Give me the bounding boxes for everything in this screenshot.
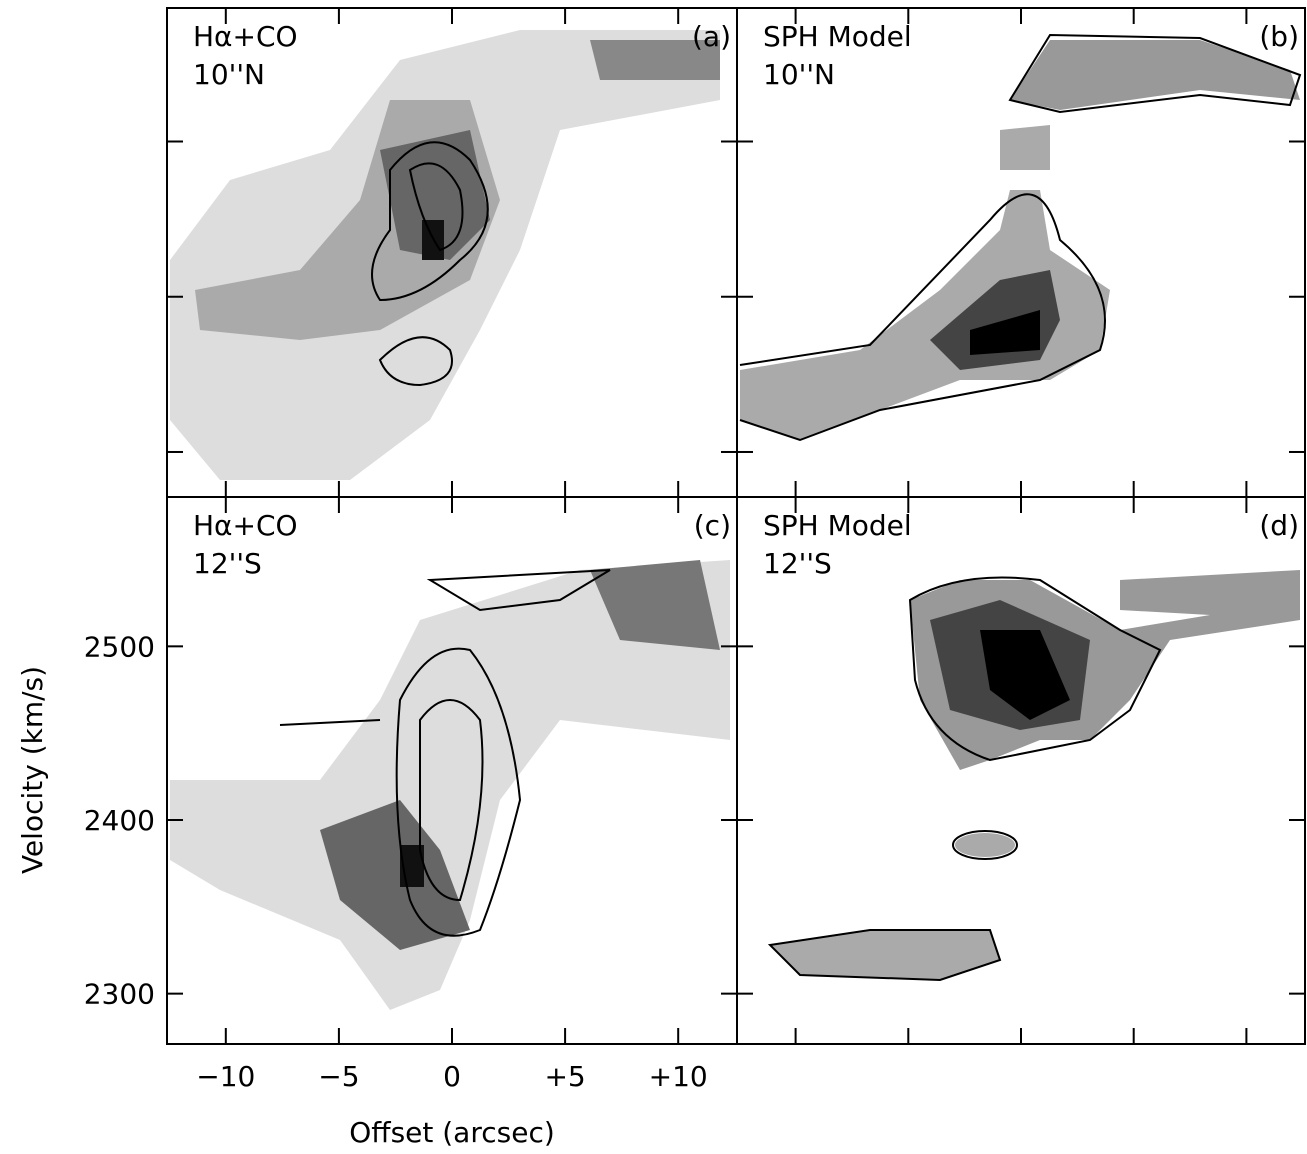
panel-c-image [170,560,730,1010]
panel-subtitle: 12''S [763,547,832,580]
panel-title: SPH Model [763,20,912,53]
panel-label: (c) [694,509,731,542]
panel-a-image [170,30,720,480]
panel-title: SPH Model [763,509,912,542]
panel-d-image [767,570,1300,982]
panel-b-image [739,33,1302,442]
panel-label: (a) [692,20,731,53]
panel-title: Hα+CO [193,509,298,542]
x-tick-label: +10 [649,1060,708,1093]
panel-label: (d) [1259,509,1299,542]
x-tick-label: 0 [443,1060,461,1093]
y-tick-label: 2300 [84,978,155,1011]
panel-subtitle: 12''S [193,547,262,580]
panel-label: (b) [1259,20,1299,53]
x-tick-label: −10 [196,1060,255,1093]
x-tick-label: +5 [544,1060,585,1093]
panel-subtitle: 10''N [193,58,265,91]
y-tick-label: 2500 [84,630,155,663]
panel-title: Hα+CO [193,20,298,53]
x-axis-label: Offset (arcsec) [349,1116,555,1149]
y-axis-label: Velocity (km/s) [16,666,49,874]
x-tick-label: −5 [318,1060,359,1093]
y-tick-label: 2400 [84,804,155,837]
panel-subtitle: 10''N [763,58,835,91]
